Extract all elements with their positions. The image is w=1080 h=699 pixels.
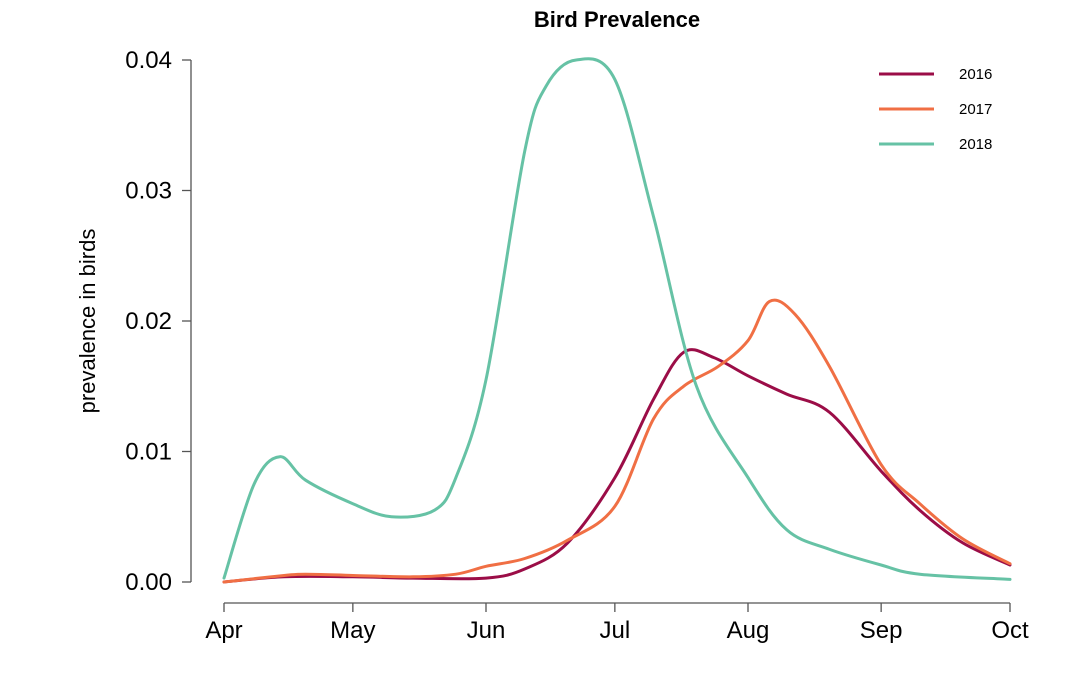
y-axis-title: prevalence in birds bbox=[75, 229, 100, 414]
x-tick-label: Sep bbox=[860, 617, 903, 644]
y-tick-label: 0.01 bbox=[125, 439, 172, 466]
y-tick-label: 0.00 bbox=[125, 569, 172, 596]
legend-label-2018: 2018 bbox=[959, 136, 992, 153]
y-tick-label: 0.04 bbox=[125, 47, 172, 74]
x-tick-label: Jun bbox=[467, 617, 506, 644]
x-tick-label: Aug bbox=[727, 617, 770, 644]
axes: 0.00 0.01 0.02 0.03 0.04 Apr May Jun Jul Aug Sep Oc… bbox=[125, 47, 1029, 644]
series-line-2018 bbox=[222, 57, 1012, 581]
x-tick-label: Oct bbox=[991, 617, 1029, 644]
legend-label-2016: 2016 bbox=[959, 66, 992, 83]
x-tick-label: Jul bbox=[600, 617, 631, 644]
chart-title: Bird Prevalence bbox=[534, 7, 700, 32]
legend-label-2017: 2017 bbox=[959, 101, 992, 118]
y-tick-label: 0.03 bbox=[125, 178, 172, 205]
y-tick-label: 0.02 bbox=[125, 308, 172, 335]
series-line-2016 bbox=[222, 348, 1012, 584]
x-tick-label: Apr bbox=[205, 617, 242, 644]
series-lines bbox=[222, 57, 1012, 584]
x-tick-label: May bbox=[330, 617, 375, 644]
series-line-2017 bbox=[222, 298, 1012, 584]
legend: 2016 2017 2018 bbox=[879, 66, 992, 153]
